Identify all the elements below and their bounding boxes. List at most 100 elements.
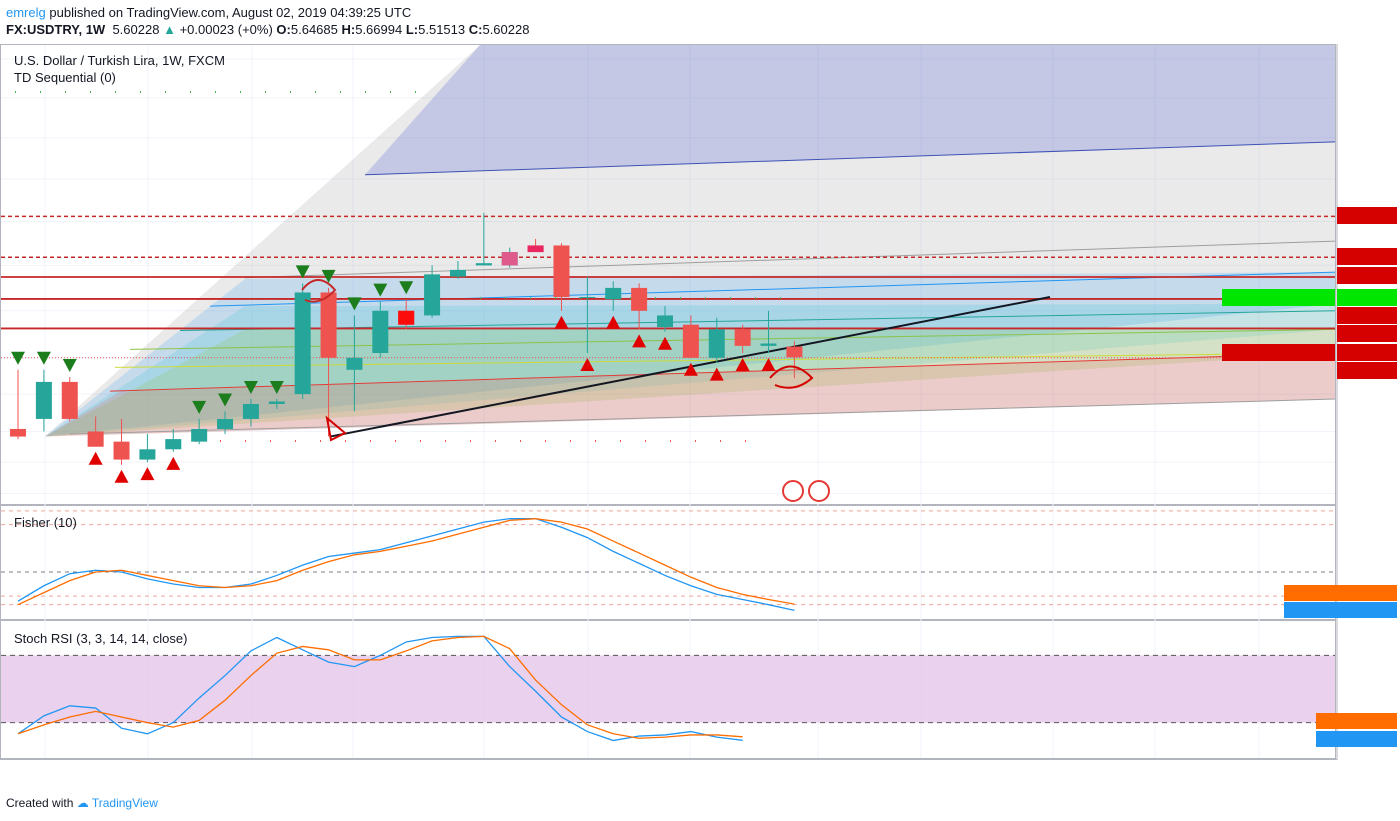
td-sell-setup-triangle-icon (269, 381, 284, 395)
candle-body (139, 449, 156, 460)
low-label: L: (405, 22, 419, 37)
economic-event-icon (782, 480, 804, 502)
td-buy-setup-triangle-icon (658, 336, 672, 350)
fib-line-1 (244, 240, 1336, 279)
price-tag (1337, 362, 1397, 379)
candle-body (631, 287, 648, 311)
candle-body (708, 329, 725, 358)
candle (320, 287, 337, 437)
footer: Created with ☁ TradingView (6, 796, 158, 810)
candle-body (553, 245, 570, 298)
annotation-circle-icon (301, 279, 337, 303)
stoch-value-tag (1316, 731, 1397, 747)
candle (268, 399, 285, 409)
candle-body (61, 381, 78, 419)
event-badge (808, 480, 830, 502)
td-plot-tag (1222, 344, 1335, 361)
main-chart-title: U.S. Dollar / Turkish Lira, 1W, FXCM (14, 53, 225, 68)
td-buy-setup-triangle-icon (606, 315, 621, 329)
candle (346, 315, 363, 412)
close-label: C: (468, 22, 483, 37)
open-label: O: (276, 22, 291, 37)
td-buy-setup-triangle-icon (166, 456, 181, 470)
td-sell-setup-triangle-icon (62, 359, 77, 373)
stoch-value-tag (1316, 713, 1397, 729)
change-value: +0.00023 (+0%) (179, 22, 273, 37)
candle-body (346, 357, 363, 370)
stoch-series-line (17, 635, 743, 739)
td-buy-setup-triangle-icon (761, 358, 776, 372)
created-with-text: Created with (6, 796, 74, 810)
td-sell-setup-triangle-icon (321, 269, 336, 283)
candle-body (372, 310, 389, 354)
symbol-label: FX:USDTRY, 1W (6, 22, 106, 37)
candle (734, 324, 751, 354)
candle (786, 341, 803, 379)
candle (657, 306, 673, 332)
candle-body (657, 315, 673, 328)
candle-body (786, 346, 803, 358)
td-plot-tag (1222, 289, 1335, 306)
td-buy-setup-triangle-icon (140, 467, 155, 481)
candle (579, 276, 596, 354)
candle-body (449, 269, 466, 277)
candle (605, 281, 622, 311)
fisher-value-tag (1284, 602, 1397, 618)
last-price: 5.60228 (112, 22, 160, 37)
high-label: H: (341, 22, 356, 37)
candle (708, 317, 725, 363)
candle (242, 399, 259, 427)
fib-line-1618 (364, 141, 1336, 176)
fib-line-0 (69, 398, 1336, 435)
price-tag (1337, 267, 1397, 284)
price-tag (1337, 344, 1397, 361)
stoch-rsi-title: Stoch RSI (3, 3, 14, 14, close) (14, 631, 187, 646)
tradingview-brand[interactable]: TradingView (91, 796, 158, 810)
candle-body (35, 381, 52, 419)
td-buy-setup-triangle-icon (683, 362, 698, 376)
publish-line: emrelg published on TradingView.com, Aug… (6, 5, 411, 20)
candle (449, 260, 466, 279)
candle (424, 265, 441, 318)
td-sequential-label: TD Sequential (0) (14, 70, 116, 85)
fisher-value-tag (1284, 585, 1397, 601)
fisher-series-line (17, 518, 795, 611)
candle (191, 418, 208, 445)
candle (553, 243, 570, 311)
highlighted-candle (501, 252, 518, 266)
candle-body (191, 428, 208, 442)
td-sell-setup-triangle-icon (347, 297, 362, 311)
publisher-name[interactable]: emrelg (6, 5, 46, 20)
candle (475, 212, 492, 266)
candle-body (87, 431, 104, 447)
td-sell-setup-triangle-icon (11, 351, 25, 365)
economic-event-icon (808, 480, 830, 502)
td-buy-setup-triangle-icon (114, 469, 129, 483)
td-sell-setup-triangle-icon (192, 400, 207, 414)
candle-body (294, 292, 311, 395)
td-buy-setup-triangle-icon (580, 358, 595, 372)
td-sell-setup-triangle-icon (295, 265, 310, 279)
fisher-series-line (17, 518, 795, 606)
td-buy-setup-triangle-icon (735, 358, 750, 372)
fib-line-0236 (109, 352, 1336, 392)
td-buy-setup-triangle-icon (88, 451, 103, 465)
candle (113, 418, 130, 465)
price-tag (1337, 325, 1397, 342)
td-sell-setup-triangle-icon (399, 281, 414, 295)
candle (631, 283, 648, 330)
candle-body (113, 441, 130, 460)
candle-body (760, 343, 777, 346)
candle (61, 377, 78, 422)
td-sell-setup-triangle-icon (36, 351, 51, 365)
price-tag (1337, 207, 1397, 224)
candle-body (10, 428, 26, 437)
low-value: 5.51513 (418, 22, 466, 37)
candle (139, 434, 156, 463)
stoch-band (1, 655, 1335, 723)
highlighted-candle (398, 310, 415, 325)
td-buy-setup-triangle-icon (709, 367, 724, 381)
change-up-icon: ▲ (163, 22, 176, 37)
candle-body (268, 401, 285, 404)
